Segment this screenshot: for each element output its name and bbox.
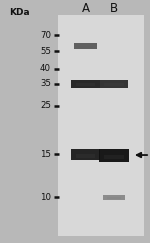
Bar [58, 15, 144, 236]
Text: B: B [110, 2, 118, 16]
Text: KDa: KDa [9, 8, 30, 17]
Bar [100, 80, 128, 88]
Bar [75, 154, 95, 158]
Bar [99, 149, 129, 162]
Bar [71, 80, 100, 88]
Text: 35: 35 [40, 79, 51, 88]
Bar [78, 46, 93, 48]
Text: 70: 70 [40, 31, 51, 40]
Bar [103, 155, 124, 159]
Text: 25: 25 [40, 101, 51, 110]
Text: 15: 15 [40, 150, 51, 159]
Bar [74, 43, 97, 49]
Text: 10: 10 [40, 193, 51, 202]
Text: A: A [81, 2, 90, 16]
Bar [103, 195, 125, 200]
Bar [75, 83, 95, 86]
Text: 55: 55 [40, 46, 51, 56]
Bar [71, 149, 100, 160]
Bar [104, 83, 124, 86]
Bar [106, 197, 122, 199]
Text: 40: 40 [40, 64, 51, 73]
